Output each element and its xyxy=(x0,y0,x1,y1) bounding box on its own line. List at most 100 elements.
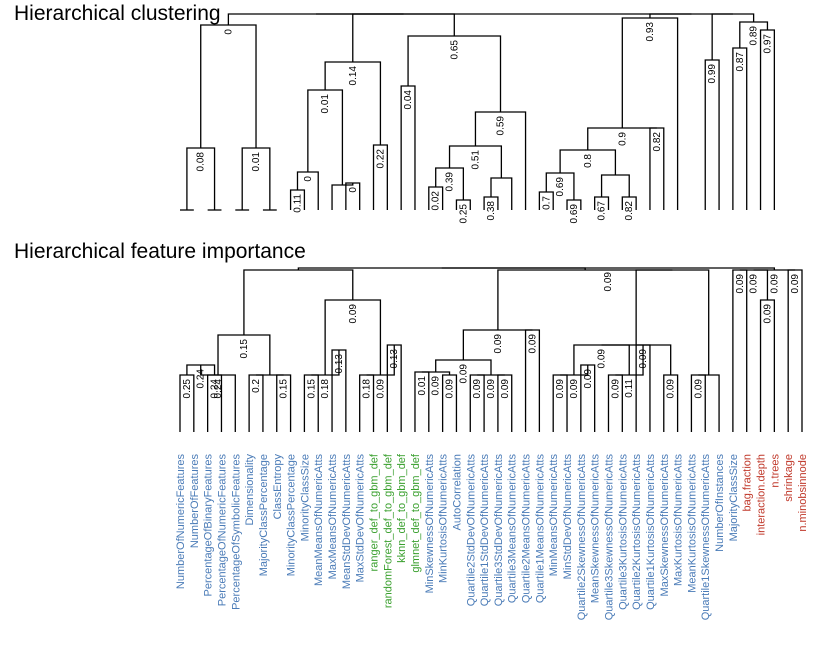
merge-value-label: 0.39 xyxy=(445,172,456,192)
merge-value-label: 0.97 xyxy=(762,34,773,54)
leaf-label: MinKurtosisOfNumericAtts xyxy=(438,454,450,583)
merge-value-label: 0.87 xyxy=(735,52,746,72)
merge-link xyxy=(200,24,257,148)
leaf-label: Quartile1StdDevOfNumericAtts xyxy=(479,454,491,607)
merge-value-label: 0.24 xyxy=(196,369,207,389)
merge-value-label: 0.89 xyxy=(749,26,760,46)
merge-value-label: 0.09 xyxy=(693,379,704,399)
merge-value-label: 0.09 xyxy=(583,369,594,389)
merge-link xyxy=(690,374,706,432)
leaf-label: MeanMeansOfNumericAtts xyxy=(313,454,325,587)
merge-link xyxy=(303,374,319,432)
leaf-label: MaxMeansOfNumericAtts xyxy=(327,454,339,580)
merge-value-label: 0.82 xyxy=(652,132,663,152)
merge-value-label: 0.09 xyxy=(527,334,538,354)
merge-value-label: 0.09 xyxy=(493,334,504,354)
merge-value-label: 0.8 xyxy=(583,154,594,168)
leaf-label: interaction.depth xyxy=(756,454,768,535)
leaf-label: NumberOfInstances xyxy=(714,454,726,552)
leaf-label: Dimensionality xyxy=(244,454,256,526)
merge-value-label: 0.25 xyxy=(182,379,193,399)
merge-value-label: 0.67 xyxy=(597,201,608,221)
merge-link xyxy=(524,329,541,432)
leaf-label: ClassEntropy xyxy=(272,454,284,520)
leaf-label: MinorityClassSize xyxy=(299,454,311,541)
merge-link xyxy=(711,13,755,60)
bottom-dendrogram: 0.25 0.240.240.24 0.2 0.150.150.150.130.18 0… xyxy=(179,267,803,432)
leaf-label: kknn_def_to_gbm_def xyxy=(396,453,408,563)
merge-link xyxy=(601,344,672,375)
merge-value-label: 0.09 xyxy=(769,274,780,294)
leaf-label: Quartile3MeansOfNumericAtts xyxy=(507,454,519,604)
merge-value-label: 0.82 xyxy=(624,201,635,221)
leaf-label: bag.fraction xyxy=(742,454,754,511)
merge-link xyxy=(787,269,803,432)
merge-value-label: 0.7 xyxy=(541,196,552,210)
leaf-label: MeanKurtosisOfNumericAtts xyxy=(686,454,698,593)
leaf-label: ranger_def_to_gbm_def xyxy=(369,453,381,571)
merge-value-label: 0.09 xyxy=(762,304,773,324)
merge-value-label: 0.69 xyxy=(569,204,580,224)
merge-value-label: 0.09 xyxy=(348,304,359,324)
merge-value-label: 0.09 xyxy=(610,379,621,399)
leaf-label: Quartile1SkewnessOfNumericAtts xyxy=(700,454,712,621)
merge-link xyxy=(462,329,533,360)
merge-value-label: 0.93 xyxy=(645,22,656,42)
leaf-label: NumberOfNumericFeatures xyxy=(175,454,187,590)
merge-link xyxy=(698,374,720,432)
merge-value-label: 0.22 xyxy=(375,149,386,169)
merge-link xyxy=(441,267,776,270)
merge-value-label: 0.09 xyxy=(603,272,614,292)
merge-value-label: 0.09 xyxy=(666,379,677,399)
leaf-label: Quartile3SkewnessOfNumericAtts xyxy=(603,454,615,621)
merge-value-label: 0 xyxy=(303,176,314,182)
merge-value-label: 0.09 xyxy=(569,379,580,399)
merge-value-label: 0.11 xyxy=(624,379,635,398)
merge-link xyxy=(311,350,340,376)
leaf-label: Quartile2SkewnessOfNumericAtts xyxy=(576,454,588,621)
merge-value-label: 0.59 xyxy=(496,116,507,136)
leaf-labels: NumberOfNumericFeatures NumberOfFeatures P… xyxy=(175,453,809,620)
merge-value-label: 0.24 xyxy=(213,379,224,399)
merge-link xyxy=(552,374,568,432)
merge-value-label: 0.24 xyxy=(210,379,221,399)
merge-link xyxy=(421,371,451,375)
merge-link xyxy=(600,174,630,197)
merge-value-label: 0.09 xyxy=(445,379,456,399)
merge-link xyxy=(497,269,673,330)
merge-value-label: 0.99 xyxy=(707,64,718,84)
merge-link xyxy=(366,345,395,376)
merge-value-label: 0.09 xyxy=(735,274,746,294)
leaf-label: Quartile2StdDevOfNumericAtts xyxy=(465,454,477,607)
leaf-label: MeanSkewnessOfNumericAtts xyxy=(590,454,602,604)
title-hierarchical-feature-importance: Hierarchical feature importance xyxy=(14,240,306,263)
merge-value-label: 0.09 xyxy=(597,349,608,369)
merge-value-label: 0 xyxy=(348,187,359,193)
merge-value-label: 0.18 xyxy=(320,379,331,399)
merge-value-label: 0.25 xyxy=(458,204,469,224)
title-hierarchical-clustering: Hierarchical clustering xyxy=(14,2,221,25)
leaf-label: PercentageOfBinaryFeatures xyxy=(203,454,215,597)
leaf-label: MeanStdDevOfNumericAtts xyxy=(341,454,353,590)
merge-link xyxy=(615,345,644,376)
leaf-label: Quartile1KurtosisOfNumericAtts xyxy=(645,454,657,610)
merge-value-label: 0.15 xyxy=(306,379,317,399)
leaf-label: MaxKurtosisOfNumericAtts xyxy=(673,454,685,587)
merge-value-label: 0 xyxy=(223,29,234,35)
merge-link xyxy=(276,374,292,432)
merge-value-label: 0.02 xyxy=(431,191,442,211)
leaf-label: MajorityClassPercentage xyxy=(258,454,270,576)
leaf-label: NumberOfFeatures xyxy=(189,454,201,549)
leaf-label: Quartile2KurtosisOfNumericAtts xyxy=(631,454,643,610)
merge-value-label: 0.09 xyxy=(375,379,386,399)
merge-link xyxy=(560,365,589,376)
leaf-label: Quartile1MeansOfNumericAtts xyxy=(534,454,546,604)
merge-value-label: 0.09 xyxy=(555,379,566,399)
leaf-label: Quartile2MeansOfNumericAtts xyxy=(521,454,533,604)
merge-value-label: 0.09 xyxy=(486,379,497,399)
merge-value-label: 0.15 xyxy=(279,379,290,399)
merge-value-label: 0.09 xyxy=(458,364,469,384)
merge-link xyxy=(248,374,264,432)
merge-link xyxy=(759,29,776,210)
leaf-label: n.trees xyxy=(769,454,781,488)
